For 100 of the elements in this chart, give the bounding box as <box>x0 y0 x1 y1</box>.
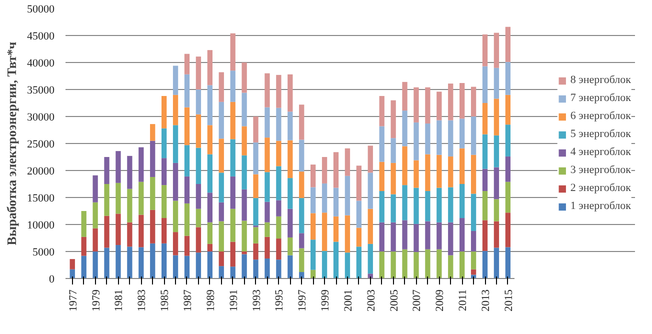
bar <box>402 220 408 250</box>
y-tick-label: 0 <box>49 274 55 286</box>
bar <box>436 249 442 278</box>
bar <box>310 187 316 214</box>
bar <box>92 252 98 278</box>
x-tick-label: 1987 <box>182 289 194 312</box>
bar <box>138 147 144 182</box>
bar <box>184 74 190 108</box>
bar <box>172 255 178 278</box>
x-tick-label: 1979 <box>90 289 102 312</box>
y-tick-label: 10000 <box>27 220 55 232</box>
bar <box>150 210 156 244</box>
x-tick-label: 1985 <box>159 289 172 312</box>
legend-label: 3 энергоблок <box>570 164 631 176</box>
bar <box>448 156 454 188</box>
x-tick-label: 1989 <box>204 289 217 312</box>
legend-label: 1 энергоблок <box>570 200 631 212</box>
bar <box>505 94 511 125</box>
x-tick-label: 1997 <box>296 289 309 312</box>
bar <box>276 238 282 260</box>
bar <box>414 188 419 224</box>
bar <box>81 236 86 256</box>
bar <box>172 200 178 232</box>
bar <box>379 162 384 192</box>
y-tick-label: 30000 <box>27 112 55 124</box>
bar <box>299 104 304 140</box>
bar <box>505 26 511 62</box>
bar <box>81 211 86 237</box>
y-tick-label: 35000 <box>27 84 55 96</box>
y-tick-label: 20000 <box>27 166 55 178</box>
bar <box>218 102 224 139</box>
bar <box>70 259 75 270</box>
bar <box>390 162 396 194</box>
bar <box>161 96 167 128</box>
bar <box>414 122 419 160</box>
bar <box>494 32 500 68</box>
bar <box>276 260 282 278</box>
bar <box>322 157 328 184</box>
bar <box>116 214 121 246</box>
bar <box>104 216 110 248</box>
y-tick-label: 40000 <box>27 58 55 70</box>
bar <box>414 160 419 188</box>
bar <box>218 266 224 278</box>
bar <box>288 237 293 256</box>
bar <box>482 220 488 251</box>
bar <box>242 220 247 252</box>
bar <box>230 139 236 176</box>
bar <box>310 164 316 188</box>
bar <box>436 154 442 188</box>
bar <box>425 249 430 278</box>
bar <box>253 116 258 142</box>
bar <box>494 167 500 200</box>
bar <box>253 198 258 226</box>
bar <box>230 266 236 278</box>
bar <box>390 100 396 138</box>
bar <box>505 212 511 248</box>
bar <box>196 227 202 253</box>
bar <box>344 148 350 176</box>
bar <box>333 152 339 188</box>
y-axis-title: Выработка электроэнергии, Твт*ч <box>4 42 19 246</box>
bar <box>161 218 167 244</box>
bar <box>196 184 202 209</box>
x-tick-label: 1977 <box>67 289 80 312</box>
bar <box>276 166 282 200</box>
x-tick-label: 2005 <box>388 289 400 312</box>
bar <box>482 250 488 278</box>
bar <box>276 140 282 166</box>
bar <box>230 208 236 242</box>
bar <box>184 107 190 146</box>
bar <box>288 112 293 140</box>
y-tick-label: 15000 <box>27 192 55 204</box>
bar <box>242 189 247 221</box>
bar <box>242 62 247 93</box>
bar <box>494 221 500 248</box>
bar <box>161 128 167 158</box>
bar <box>425 87 430 124</box>
bar <box>138 214 144 248</box>
legend-label: 7 энергоблок <box>570 92 631 104</box>
bar <box>414 87 419 122</box>
bar <box>310 213 316 240</box>
bar <box>379 96 384 126</box>
bar <box>402 82 408 111</box>
bar <box>92 202 98 228</box>
bar <box>299 140 304 172</box>
legend-label: 8 энергоблок <box>570 74 631 86</box>
bar <box>460 252 465 278</box>
bar <box>161 158 167 186</box>
bar <box>470 269 476 275</box>
bar <box>92 175 98 202</box>
x-tick-label: 1991 <box>228 290 240 312</box>
bar <box>116 151 121 183</box>
bar <box>425 221 430 250</box>
bar <box>425 154 430 192</box>
bar <box>470 154 476 194</box>
bar <box>356 246 362 278</box>
bar <box>184 176 190 204</box>
bar <box>368 146 373 173</box>
bar <box>482 191 488 220</box>
bar <box>379 126 384 162</box>
bar <box>218 138 224 173</box>
